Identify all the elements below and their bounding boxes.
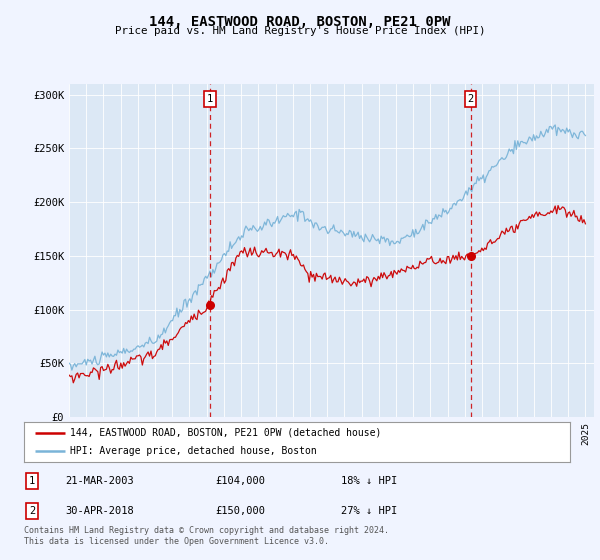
Text: 1: 1 [207,94,213,104]
Text: 1: 1 [29,476,35,486]
Text: Contains HM Land Registry data © Crown copyright and database right 2024.
This d: Contains HM Land Registry data © Crown c… [24,526,389,546]
Text: 18% ↓ HPI: 18% ↓ HPI [341,476,397,486]
Text: Price paid vs. HM Land Registry's House Price Index (HPI): Price paid vs. HM Land Registry's House … [115,26,485,36]
Text: 144, EASTWOOD ROAD, BOSTON, PE21 0PW: 144, EASTWOOD ROAD, BOSTON, PE21 0PW [149,15,451,29]
Text: 144, EASTWOOD ROAD, BOSTON, PE21 0PW (detached house): 144, EASTWOOD ROAD, BOSTON, PE21 0PW (de… [70,428,382,437]
Text: 30-APR-2018: 30-APR-2018 [65,506,134,516]
Text: 21-MAR-2003: 21-MAR-2003 [65,476,134,486]
Text: 2: 2 [467,94,474,104]
Text: £150,000: £150,000 [215,506,265,516]
Text: £104,000: £104,000 [215,476,265,486]
Text: 2: 2 [29,506,35,516]
Text: 27% ↓ HPI: 27% ↓ HPI [341,506,397,516]
Text: HPI: Average price, detached house, Boston: HPI: Average price, detached house, Bost… [70,446,317,456]
